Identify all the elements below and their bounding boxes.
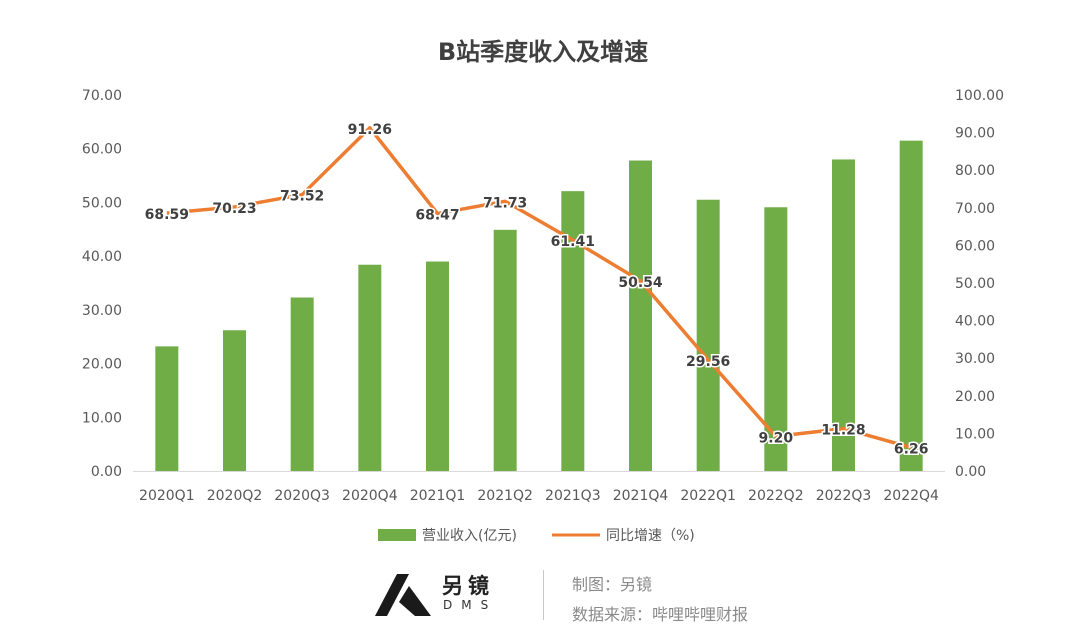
x-tick-label: 2021Q1: [410, 488, 466, 504]
y-left-tick-label: 40.00: [82, 249, 122, 265]
x-tick-label: 2021Q4: [613, 488, 669, 504]
footer-divider: [543, 570, 544, 620]
brand-sub: DMS: [443, 598, 498, 612]
chart-maker: 制图：另镜: [572, 575, 653, 594]
growth-data-label: 91.26: [348, 122, 392, 138]
x-tick-label: 2022Q1: [680, 488, 736, 504]
y-right-tick-label: 10.00: [955, 426, 995, 442]
y-axis-right: 0.00 10.00 20.00 30.00 40.00 50.00 60.00 70.00 8…: [955, 88, 1004, 480]
x-tick-label: 2021Q2: [477, 488, 533, 504]
x-tick-label: 2022Q3: [816, 488, 872, 504]
revenue-bars: [155, 140, 923, 472]
growth-labels: 68.59 70.23 73.52 91.26 68.47 71.73 61.41 50.54…: [143, 120, 930, 459]
growth-data-label: 61.41: [551, 234, 595, 250]
y-right-tick-label: 30.00: [955, 351, 995, 367]
chart-title: B站季度收入及增速: [438, 38, 648, 66]
y-right-tick-label: 90.00: [955, 126, 995, 142]
growth-line: [166, 126, 912, 450]
revenue-bar: [426, 261, 449, 471]
y-right-tick-label: 40.00: [955, 314, 995, 330]
growth-data-label: 6.26: [894, 441, 929, 457]
y-left-tick-label: 50.00: [82, 195, 122, 211]
x-axis: 2020Q1 2020Q2 2020Q3 2020Q4 2021Q1 2021Q2 2021…: [139, 488, 939, 504]
growth-data-label: 11.28: [821, 423, 865, 439]
y-left-tick-label: 30.00: [82, 303, 122, 319]
legend-label-growth: 同比增速（%): [606, 528, 695, 544]
y-left-tick-label: 60.00: [82, 142, 122, 158]
y-left-tick-label: 10.00: [82, 410, 122, 426]
growth-data-label: 9.20: [759, 430, 794, 446]
y-left-tick-label: 20.00: [82, 357, 122, 373]
revenue-bar: [358, 264, 382, 471]
y-right-tick-label: 0.00: [955, 464, 986, 480]
revenue-bar: [290, 297, 314, 471]
legend: 营业收入(亿元) 同比增速（%): [378, 528, 695, 544]
y-axis-left: 0.00 10.00 20.00 30.00 40.00 50.00 60.00 70.00: [82, 88, 122, 480]
y-right-tick-label: 80.00: [955, 163, 995, 179]
y-right-tick-label: 50.00: [955, 276, 995, 292]
growth-data-label: 68.59: [145, 207, 189, 223]
legend-label-revenue: 营业收入(亿元): [422, 528, 517, 544]
brand-name: 另镜: [442, 574, 494, 598]
y-right-tick-label: 60.00: [955, 238, 995, 254]
revenue-bar: [223, 330, 246, 471]
growth-data-label: 71.73: [483, 195, 527, 211]
x-tick-label: 2022Q4: [883, 488, 939, 504]
growth-data-label: 50.54: [618, 275, 663, 291]
x-tick-label: 2020Q2: [207, 488, 263, 504]
x-tick-label: 2020Q1: [139, 488, 195, 504]
legend-swatch-revenue: [378, 529, 416, 541]
revenue-bar: [155, 346, 179, 471]
chart: B站季度收入及增速 0.00 10.00 20.00 30.00 40.00 50.00 6…: [82, 38, 1004, 544]
revenue-bar: [493, 229, 517, 471]
footer: [0, 560, 1080, 630]
x-tick-label: 2020Q4: [342, 488, 398, 504]
growth-data-label: 29.56: [686, 354, 730, 370]
y-right-tick-label: 20.00: [955, 389, 995, 405]
x-tick-label: 2020Q3: [274, 488, 330, 504]
revenue-bar: [764, 207, 788, 471]
growth-data-label: 73.52: [280, 189, 324, 205]
y-right-tick-label: 70.00: [955, 201, 995, 217]
y-left-tick-label: 70.00: [82, 88, 122, 104]
growth-data-label: 70.23: [212, 201, 256, 217]
x-tick-label: 2021Q3: [545, 488, 601, 504]
revenue-bar: [561, 191, 585, 472]
growth-data-label: 68.47: [415, 208, 459, 224]
data-source: 数据来源：哔哩哔哩财报: [572, 605, 749, 624]
revenue-bar: [832, 159, 855, 471]
dms-logo-icon: [375, 574, 431, 616]
x-tick-label: 2022Q2: [748, 488, 804, 504]
revenue-bar: [899, 140, 923, 471]
revenue-bar: [696, 199, 720, 471]
revenue-bar: [629, 160, 652, 471]
y-left-tick-label: 0.00: [91, 464, 122, 480]
y-right-tick-label: 100.00: [955, 88, 1004, 104]
